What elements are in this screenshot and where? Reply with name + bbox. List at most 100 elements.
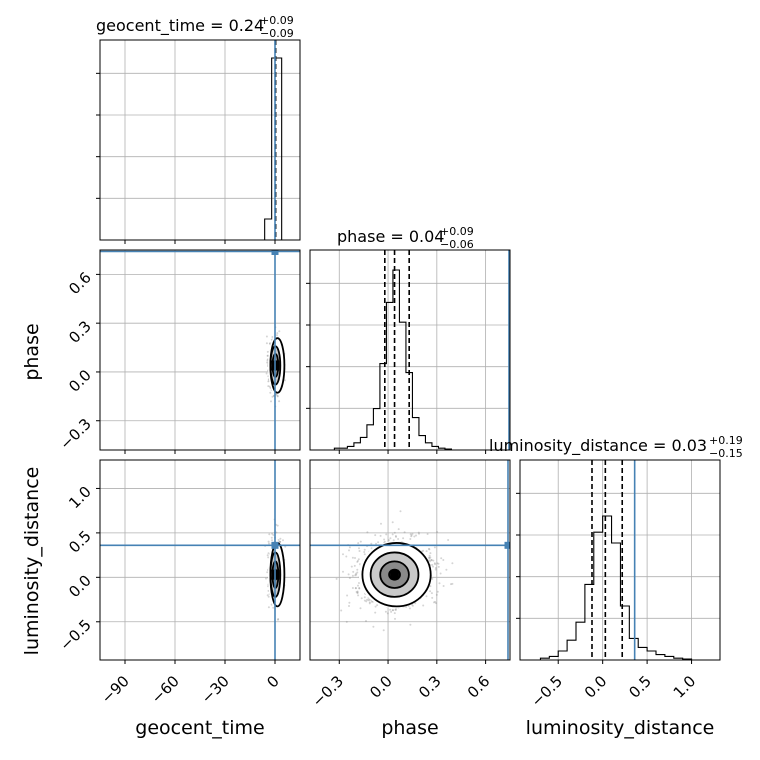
- sample-point: [266, 354, 269, 357]
- sample-point: [409, 623, 412, 626]
- sample-point: [266, 361, 269, 364]
- x-tick-label: 0.3: [415, 672, 445, 702]
- sample-point: [275, 531, 278, 534]
- sample-point: [428, 559, 431, 562]
- sample-point: [356, 571, 359, 574]
- sample-point: [271, 395, 274, 398]
- panel-frame: [309, 459, 511, 661]
- sample-point: [397, 528, 400, 531]
- sample-point: [266, 571, 269, 574]
- y-tick-label: 0.0: [65, 366, 95, 396]
- sample-point: [376, 604, 379, 607]
- sample-point: [405, 605, 408, 608]
- sample-point: [271, 336, 274, 338]
- x-tick-label: 1.0: [670, 672, 700, 702]
- sample-point: [359, 540, 362, 543]
- sample-point: [335, 577, 338, 580]
- sample-point: [428, 557, 431, 560]
- panel-content: [100, 460, 300, 660]
- sample-point: [370, 542, 373, 545]
- sample-point: [266, 554, 269, 557]
- sample-point: [266, 594, 269, 597]
- sample-point: [436, 531, 439, 533]
- sample-point: [411, 532, 414, 535]
- sample-point: [386, 612, 389, 615]
- xlabel-luminosity-distance: luminosity_distance: [526, 717, 715, 739]
- sample-point: [434, 563, 437, 566]
- truth-marker: [504, 541, 510, 549]
- panel-titles: geocent_time = 0.24 +0.09 −0.09 phase = …: [96, 14, 743, 460]
- sample-point: [348, 577, 351, 580]
- sample-point: [365, 620, 367, 622]
- sample-point: [368, 602, 371, 605]
- sample-point: [437, 562, 440, 565]
- x-tick-label: −60: [148, 672, 183, 707]
- sample-point: [357, 594, 360, 597]
- sample-point: [374, 605, 377, 608]
- sample-point: [272, 606, 275, 609]
- sample-point: [393, 612, 396, 615]
- sample-point: [355, 573, 358, 576]
- sample-point: [355, 591, 358, 593]
- title-phase-plus: +0.09: [440, 225, 474, 238]
- sample-point: [351, 574, 354, 577]
- sample-point: [428, 548, 431, 551]
- sample-point: [431, 563, 434, 566]
- sample-point: [415, 534, 417, 537]
- sample-point: [363, 599, 366, 602]
- sample-point: [363, 596, 366, 599]
- title-geocent-time-plus: +0.09: [260, 14, 294, 27]
- sample-point: [342, 570, 344, 573]
- sample-point: [268, 533, 271, 536]
- density-peak: [390, 569, 399, 580]
- sample-point: [409, 533, 412, 536]
- sample-point: [366, 598, 369, 601]
- panel-frame: [99, 459, 301, 661]
- sample-point: [427, 547, 430, 550]
- sample-point: [436, 590, 439, 593]
- diag-panel-luminosity_distance: [516, 459, 721, 664]
- title-luminosity-distance-minus: −0.15: [709, 447, 743, 460]
- sample-point: [345, 620, 348, 623]
- title-luminosity-distance-plus: +0.19: [709, 434, 743, 447]
- sample-point: [265, 342, 268, 345]
- sample-point: [429, 590, 432, 593]
- sample-point: [383, 538, 386, 541]
- title-luminosity-distance: luminosity_distance = 0.03: [489, 436, 707, 456]
- sample-point: [368, 598, 371, 601]
- axis-labels: geocent_time phase luminosity_distance p…: [21, 323, 714, 739]
- sample-point: [354, 557, 356, 559]
- sample-point: [428, 556, 430, 559]
- y-tick-label: 1.0: [65, 483, 95, 513]
- sample-point: [391, 533, 394, 536]
- sample-point: [425, 595, 428, 598]
- sample-point: [430, 559, 433, 561]
- sample-point: [268, 342, 271, 345]
- title-geocent-time: geocent_time = 0.24: [96, 16, 264, 36]
- sample-point: [271, 539, 273, 542]
- hist-phase: [333, 269, 453, 450]
- sample-point: [269, 391, 272, 394]
- panel-bg: [310, 250, 510, 450]
- panel-content: [100, 250, 300, 450]
- sample-point: [356, 559, 359, 562]
- sample-point: [417, 531, 420, 534]
- sample-point: [411, 604, 414, 607]
- y-tick-label: 0.5: [65, 527, 95, 557]
- panel-frame: [309, 249, 511, 451]
- sample-point: [413, 535, 416, 538]
- sample-point: [357, 542, 360, 545]
- sample-point: [354, 587, 357, 589]
- sample-point: [360, 597, 363, 600]
- panels: −90 −60 −30 0 −0.3 0.0 0.3 0.6 −0.5 0.0 0.5 1.0 −0.3…: [56, 39, 721, 711]
- panel-frame: [99, 249, 301, 451]
- sample-point: [356, 592, 359, 595]
- sample-point: [410, 535, 413, 538]
- sample-point: [340, 609, 343, 612]
- sample-point: [395, 608, 397, 611]
- sample-point: [431, 596, 434, 599]
- sample-point: [393, 531, 396, 534]
- sample-point: [358, 587, 361, 589]
- sample-point: [389, 608, 392, 611]
